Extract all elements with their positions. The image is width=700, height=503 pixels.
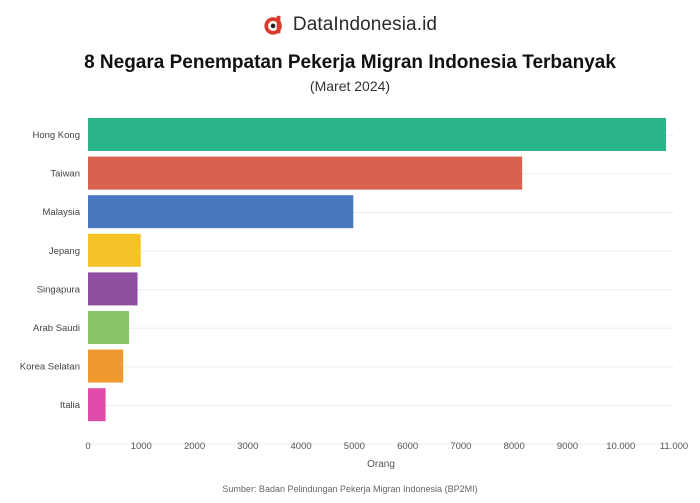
category-label: Jepang xyxy=(49,246,80,257)
x-tick-label: 11.000 xyxy=(660,441,688,452)
source-note: Sumber: Badan Pelindungan Pekerja Migran… xyxy=(222,484,478,494)
bar-jepang xyxy=(88,233,141,267)
bar-taiwan xyxy=(88,156,523,190)
x-tick-label: 8000 xyxy=(504,441,525,452)
bar-arab-saudi xyxy=(88,311,130,344)
x-tick-label: 3000 xyxy=(237,441,258,452)
chart-title: 8 Negara Penempatan Pekerja Migran Indon… xyxy=(84,52,616,73)
x-tick-label: 5000 xyxy=(344,441,365,452)
category-label: Malaysia xyxy=(43,207,81,218)
x-tick-label: 0 xyxy=(85,441,90,452)
x-tick-label: 1000 xyxy=(131,441,152,452)
brand-name: DataIndonesia.id xyxy=(292,14,438,35)
x-tick-label: 9000 xyxy=(557,441,578,452)
x-tick-label: 2000 xyxy=(184,441,205,452)
bars xyxy=(88,118,667,422)
chart-subtitle: (Maret 2024) xyxy=(309,78,391,94)
bar-malaysia xyxy=(88,195,354,229)
bar-hong-kong xyxy=(88,118,667,151)
x-tick-label: 6000 xyxy=(397,441,418,452)
category-label: Arab Saudi xyxy=(33,323,80,334)
category-label: Korea Selatan xyxy=(20,362,80,373)
category-label: Hong Kong xyxy=(32,130,80,141)
x-tick-label: 7000 xyxy=(450,441,471,452)
x-tick-labels: 0 1000 2000 3000 4000 5000 6000 7000 8000 9000 10.… xyxy=(85,441,688,452)
bar-chart: Hong Kong Taiwan Malaysia Jepang Singapura Ar… xyxy=(20,118,688,470)
category-labels: Hong Kong Taiwan Malaysia Jepang Singapura Ar… xyxy=(20,130,81,411)
brand-logo-icon xyxy=(264,15,282,35)
x-tick-label: 10.000 xyxy=(606,441,635,452)
bar-korea-selatan xyxy=(88,349,124,383)
brand-header: DataIndonesia.id xyxy=(0,14,700,36)
x-tick-label: 4000 xyxy=(291,441,312,452)
x-axis-label: Orang xyxy=(367,459,395,470)
bar-italia xyxy=(88,388,106,422)
bar-singapura xyxy=(88,272,138,306)
category-label: Taiwan xyxy=(50,169,80,180)
category-label: Italia xyxy=(60,400,81,411)
category-label: Singapura xyxy=(37,284,81,295)
